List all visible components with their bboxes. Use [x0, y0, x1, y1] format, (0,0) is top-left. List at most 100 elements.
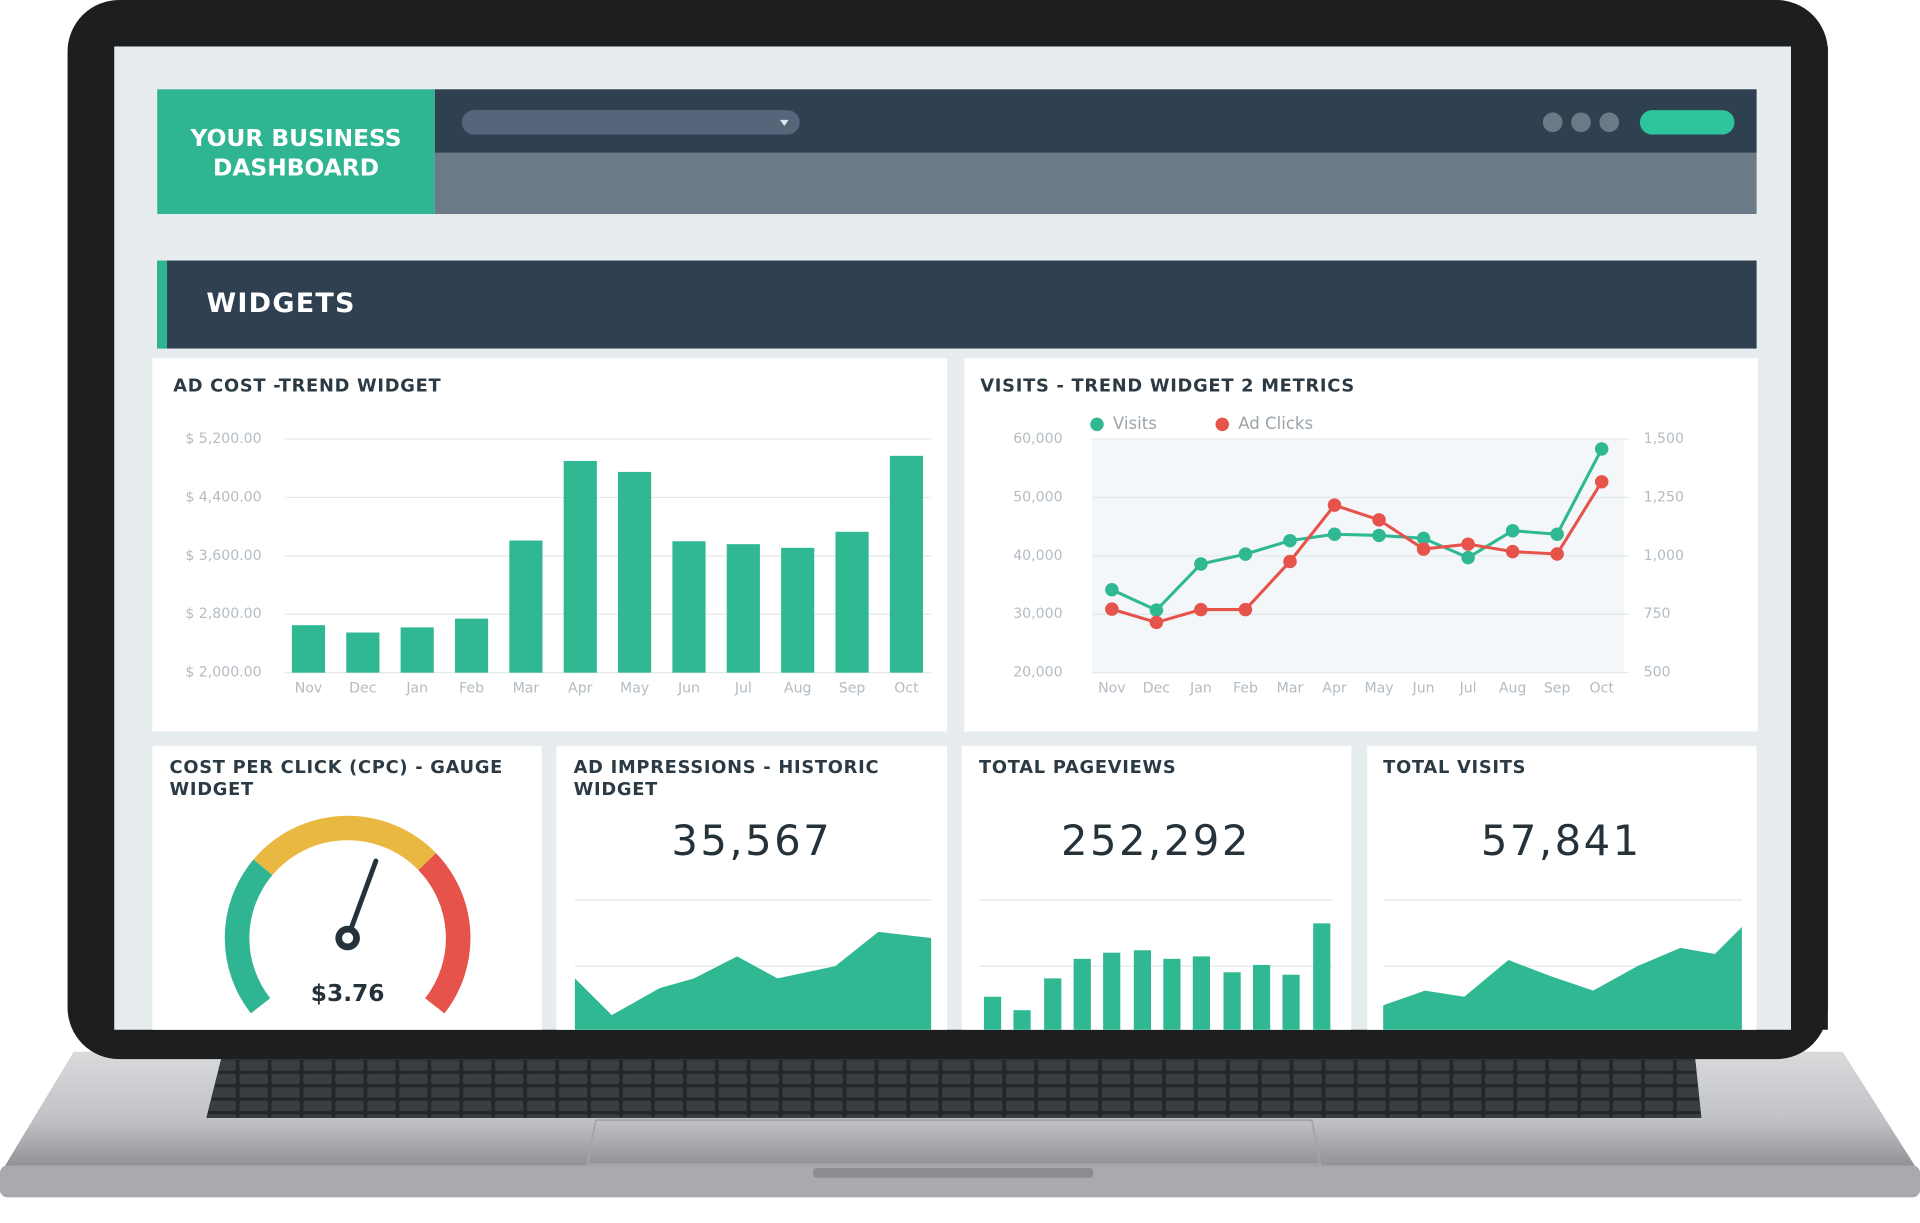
brand-title: YOUR BUSINESS	[190, 125, 402, 152]
series-point	[1105, 582, 1119, 597]
laptop-edge	[0, 1165, 1920, 1198]
menu-dot[interactable]	[1599, 112, 1620, 133]
metric-value: 35,567	[671, 816, 832, 865]
y-tick-label: 50,000	[1013, 489, 1062, 505]
action-button[interactable]	[1639, 110, 1735, 135]
legend-label: Visits	[1113, 414, 1157, 433]
x-tick-label: Mar	[513, 681, 540, 697]
bar	[781, 547, 815, 673]
series-point	[1594, 442, 1609, 456]
bar	[618, 471, 652, 673]
series-point	[1505, 544, 1520, 559]
section-title: WIDGETS	[206, 288, 355, 319]
x-tick-label: Sep	[1544, 681, 1571, 697]
bar	[291, 625, 326, 673]
x-tick-label: Jun	[1412, 681, 1435, 697]
y2-tick-label: 1,250	[1644, 489, 1684, 505]
bar	[346, 632, 380, 673]
legend-marker	[1215, 417, 1230, 432]
bar	[563, 460, 597, 673]
y-tick-label: 40,000	[1013, 548, 1062, 564]
dropdown-arrow	[780, 119, 789, 126]
y2-tick-label: 500	[1644, 665, 1671, 681]
x-tick-label: Apr	[568, 681, 593, 697]
brand-block	[157, 89, 435, 215]
y-tick-label: $ 3,600.00	[185, 548, 261, 564]
widget-title: TOTAL PAGEVIEWS	[979, 758, 1176, 778]
x-tick-label: Oct	[894, 681, 919, 697]
gauge	[224, 815, 471, 1014]
series-line	[1111, 448, 1604, 613]
series-point	[1416, 531, 1431, 546]
gauge-needle	[345, 858, 379, 941]
x-tick-label: Aug	[784, 681, 812, 697]
legend-marker	[1090, 417, 1104, 432]
x-tick-label: Jan	[1189, 681, 1212, 697]
series-point	[1550, 547, 1564, 561]
series-point	[1372, 528, 1386, 543]
bar	[400, 627, 434, 673]
bar	[672, 541, 706, 673]
y-tick-label: $ 5,200.00	[185, 431, 261, 447]
widget-title: AD COST -TREND WIDGET	[173, 376, 441, 396]
legend-label: Ad Clicks	[1238, 414, 1313, 433]
x-tick-label: Feb	[459, 681, 484, 697]
keys	[206, 1059, 1702, 1118]
series-point	[1416, 542, 1431, 556]
series-point	[1283, 533, 1297, 548]
x-tick-label: May	[620, 681, 649, 697]
x-tick-label: Oct	[1589, 681, 1614, 697]
series-point	[1461, 550, 1475, 565]
bar	[889, 455, 923, 673]
y-tick-label: $ 4,400.00	[185, 489, 261, 505]
sparkline-bars	[983, 923, 1331, 1030]
widget-title: COST PER CLICK (CPC) - GAUGE WIDGET	[170, 758, 510, 800]
y-tick-label: 60,000	[1013, 431, 1062, 447]
series-point	[1149, 603, 1164, 617]
series-point	[1505, 524, 1520, 538]
widget-title: TOTAL VISITS	[1383, 758, 1526, 778]
x-tick-label: Nov	[295, 681, 323, 697]
panel	[152, 746, 542, 1030]
series-point	[1149, 615, 1164, 630]
y2-tick-label: 1,000	[1644, 548, 1684, 564]
brand-title: DASHBOARD	[213, 154, 379, 181]
sparkline-area	[574, 931, 932, 1030]
series-point	[1238, 547, 1253, 561]
metric-value: 252,292	[1061, 816, 1251, 865]
series-point	[1283, 554, 1297, 569]
x-tick-label: Jan	[405, 681, 428, 697]
laptop-notch	[813, 1167, 1094, 1178]
bezel	[1791, 46, 1828, 1030]
x-tick-label: Jul	[734, 681, 752, 697]
series-line	[1111, 481, 1604, 625]
y-tick-label: $ 2,800.00	[185, 606, 261, 622]
gauge-value: $3.76	[311, 980, 385, 1007]
gauge-arc	[418, 853, 471, 1014]
x-tick-label: Feb	[1233, 681, 1258, 697]
series-point	[1461, 537, 1475, 551]
y-tick-label: 30,000	[1013, 606, 1062, 622]
x-tick-label: May	[1364, 681, 1393, 697]
series-point	[1327, 498, 1342, 512]
bar	[726, 544, 760, 673]
x-tick-label: Jun	[677, 681, 700, 697]
widget-title: AD IMPRESSIONS - HISTORIC WIDGET	[574, 758, 887, 800]
y2-tick-label: 750	[1644, 606, 1671, 622]
menu-dot[interactable]	[1542, 112, 1563, 133]
gauge-arc	[224, 859, 273, 1014]
series-point	[1105, 602, 1119, 616]
y2-tick-label: 1,500	[1644, 431, 1684, 447]
menu-dot[interactable]	[1571, 112, 1591, 133]
x-tick-label: Nov	[1098, 681, 1126, 697]
gauge-arc	[253, 815, 436, 876]
panel	[152, 358, 948, 732]
section-accent	[157, 260, 168, 349]
x-tick-label: Aug	[1499, 681, 1527, 697]
series-point	[1594, 475, 1609, 489]
x-tick-label: Mar	[1277, 681, 1304, 697]
series-point	[1238, 602, 1253, 617]
dropdown[interactable]	[461, 110, 800, 135]
x-tick-label: Dec	[349, 681, 376, 697]
